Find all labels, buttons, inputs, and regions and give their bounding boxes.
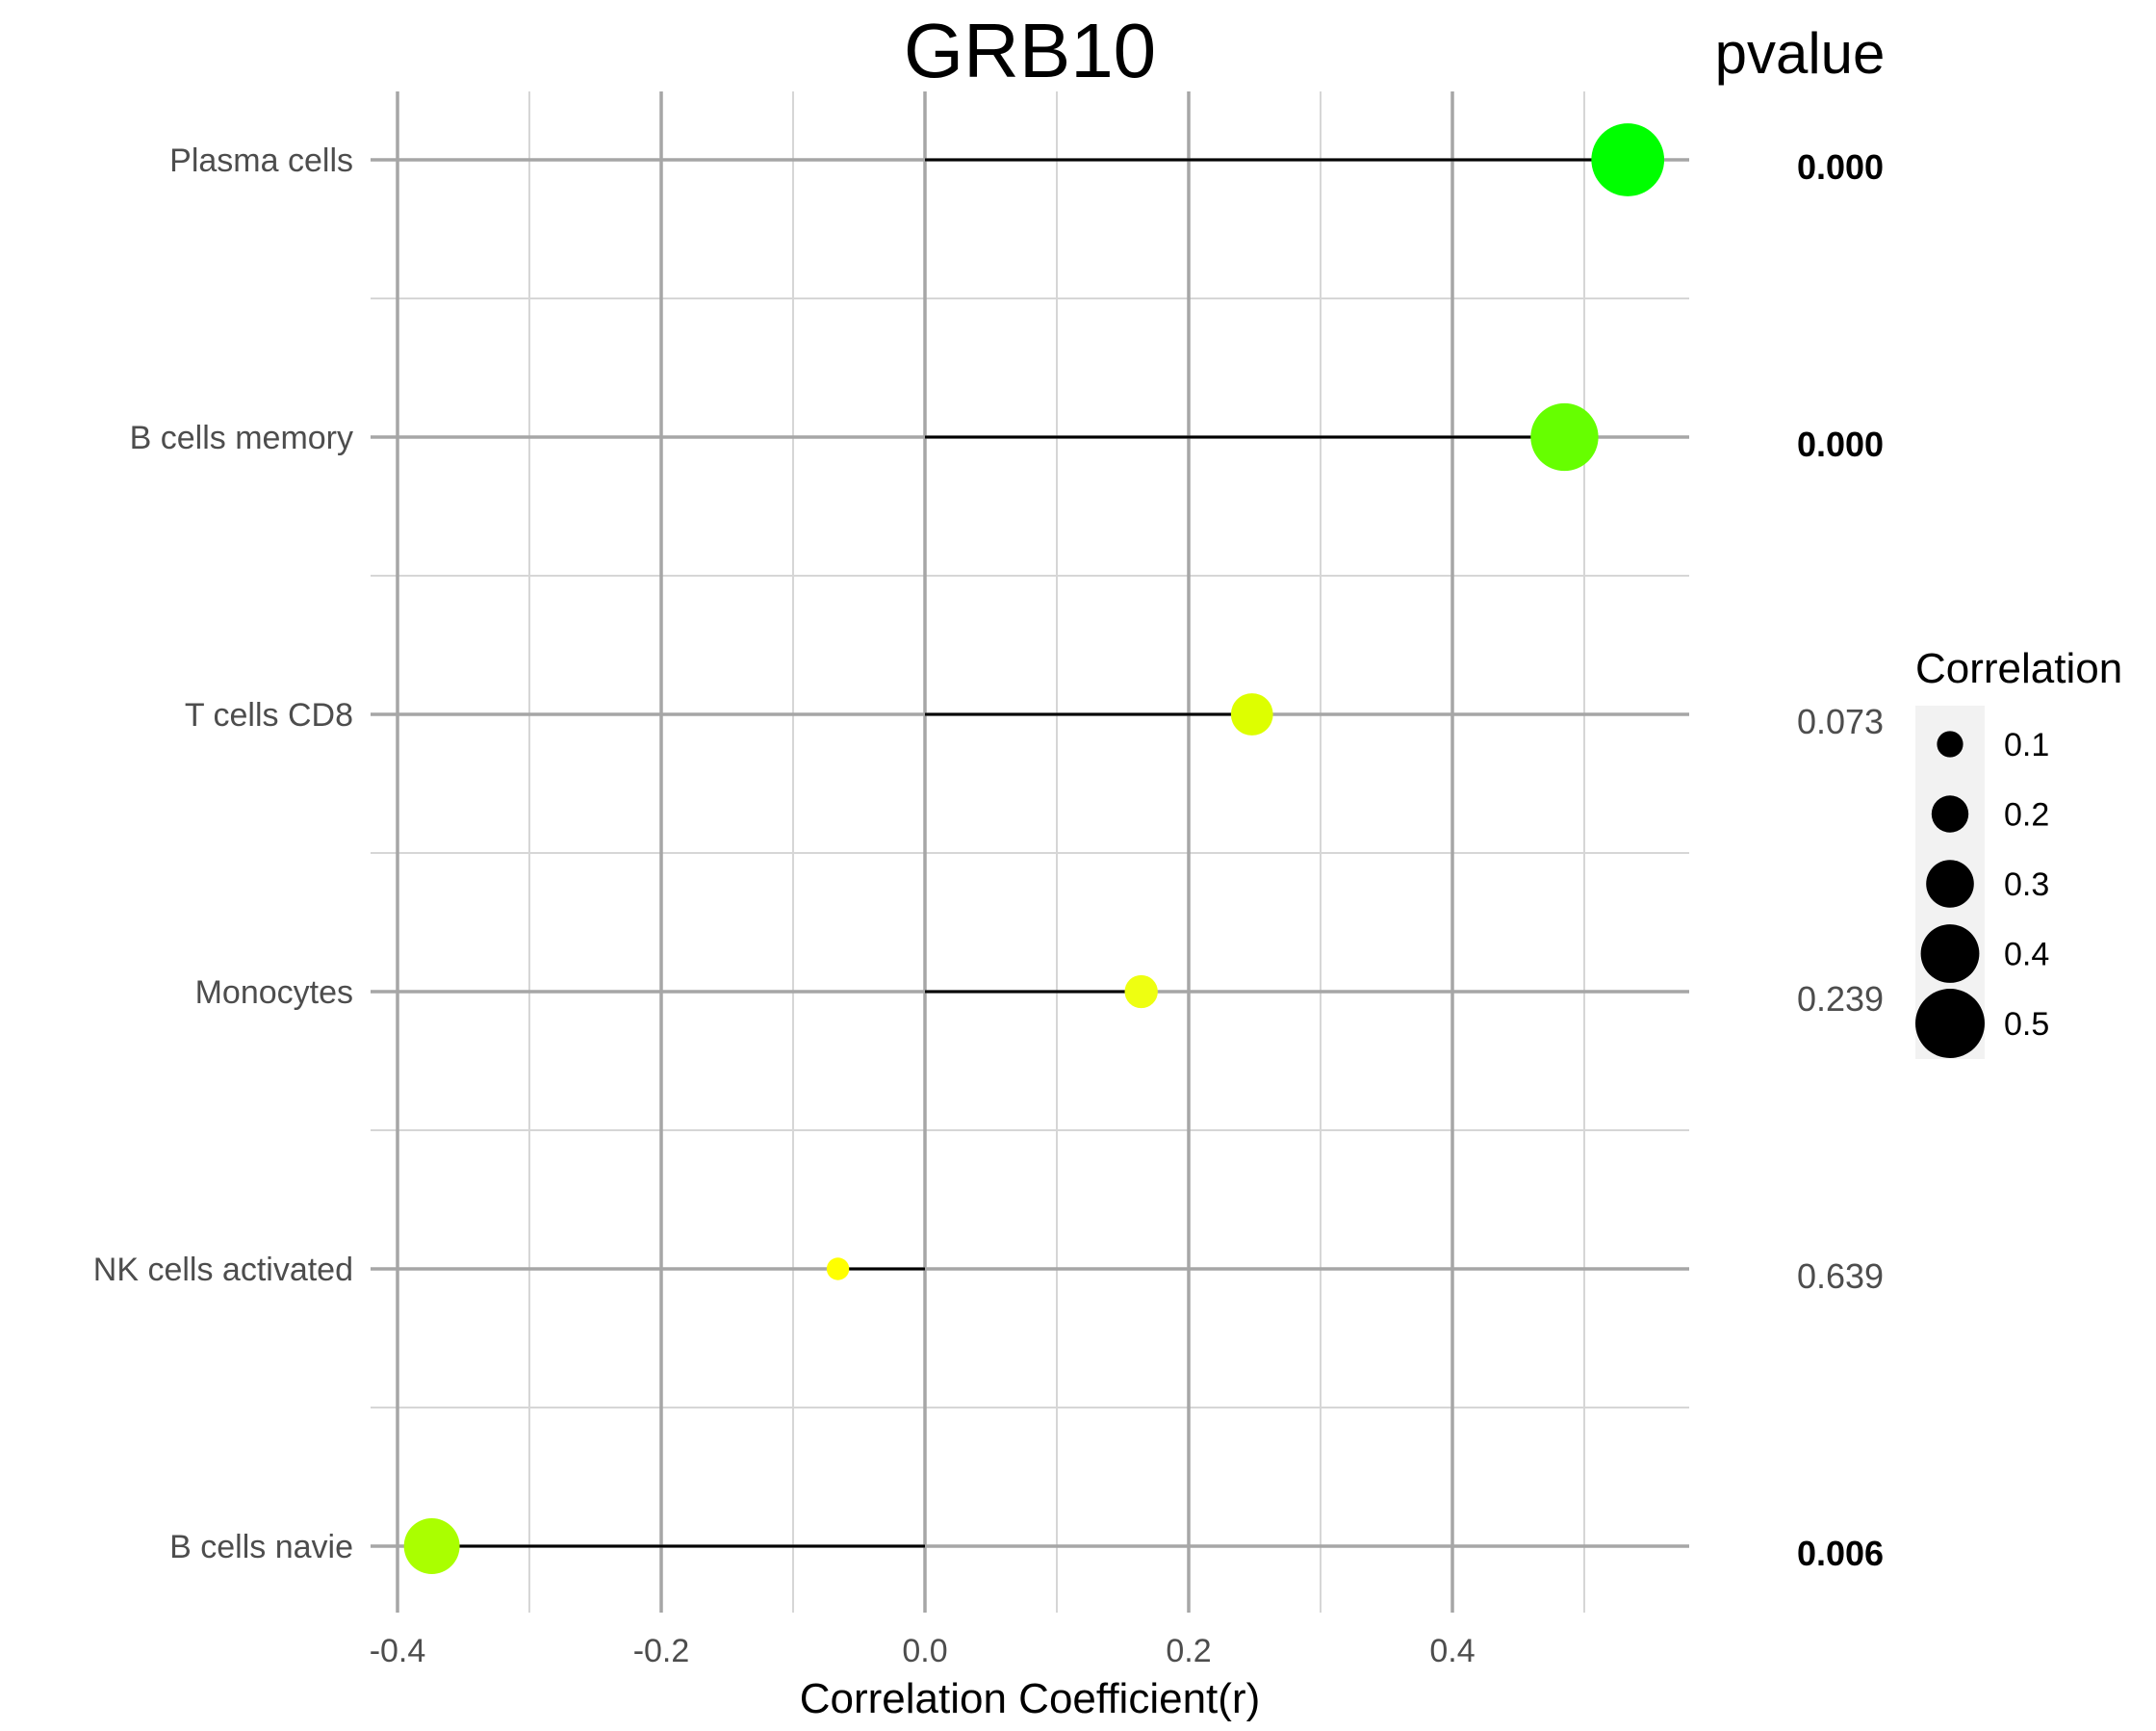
legend-key-label: 0.1 <box>2004 727 2049 763</box>
legend-key-label: 0.3 <box>2004 866 2049 903</box>
legend-key-point <box>1915 989 1985 1058</box>
lollipop-point <box>1591 123 1665 196</box>
legend-key-point <box>1937 731 1964 758</box>
pvalue-label: 0.073 <box>1797 702 1884 741</box>
y-category-label: B cells navie <box>169 1529 353 1565</box>
x-tick-label: 0.2 <box>1166 1633 1211 1669</box>
x-tick-label: 0.0 <box>902 1633 947 1669</box>
y-category-label: T cells CD8 <box>185 697 353 734</box>
y-category-label: Monocytes <box>195 974 353 1011</box>
label-layer: -0.4 -0.2 0.0 0.2 0.4 Plasma cells B cells mem… <box>93 142 1476 1669</box>
pvalue-header: pvalue <box>1715 21 1886 86</box>
stem-layer <box>431 158 1629 1548</box>
lollipop-point <box>1530 402 1599 472</box>
pvalue-layer: 0.000 0.000 0.073 0.239 0.639 0.006 <box>1797 147 1884 1573</box>
x-tick-label: 0.4 <box>1429 1633 1475 1669</box>
legend-key-label: 0.2 <box>2004 797 2049 834</box>
lollipop-point <box>403 1518 460 1574</box>
pvalue-label: 0.639 <box>1797 1256 1884 1296</box>
legend-key-point <box>1920 924 1980 983</box>
pvalue-label: 0.239 <box>1797 979 1884 1019</box>
y-category-label: NK cells activated <box>93 1252 353 1288</box>
lollipop-point <box>1230 693 1273 736</box>
x-axis-title: Correlation Coefficient(r) <box>800 1675 1260 1722</box>
point-layer <box>403 123 1665 1574</box>
pvalue-label: 0.006 <box>1797 1534 1884 1573</box>
pvalue-label: 0.000 <box>1797 425 1884 464</box>
pvalue-label: 0.000 <box>1797 147 1884 187</box>
chart-title: GRB10 <box>904 8 1156 93</box>
legend-key-point <box>1931 795 1969 833</box>
legend-key-label: 0.4 <box>2004 937 2049 973</box>
legend-key-label: 0.5 <box>2004 1006 2049 1043</box>
legend-key-point <box>1926 860 1974 908</box>
grid-layer <box>371 91 1689 1613</box>
x-tick-label: -0.4 <box>370 1633 426 1669</box>
x-tick-label: -0.2 <box>633 1633 690 1669</box>
size-legend: Correlation 0.1 0.2 0.3 0.4 0.5 <box>1915 645 2122 1059</box>
lollipop-point <box>826 1257 850 1280</box>
legend-title: Correlation <box>1915 645 2122 692</box>
y-category-label: B cells memory <box>130 420 353 456</box>
lollipop-point <box>1124 974 1158 1009</box>
y-category-label: Plasma cells <box>169 142 353 179</box>
